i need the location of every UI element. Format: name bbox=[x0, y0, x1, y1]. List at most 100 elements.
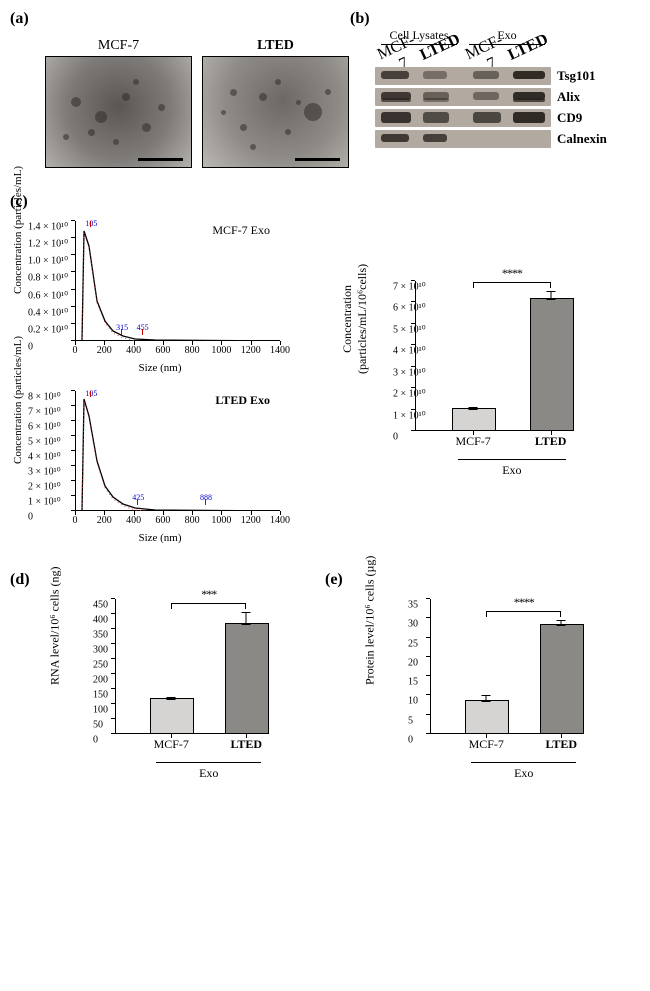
panel-c-row: Concentration (particles/mL)00.2 × 10¹⁰0… bbox=[10, 211, 640, 546]
row-a-b: (a) MCF-7 LTED bbox=[10, 10, 640, 168]
y-tick-label: 0 bbox=[28, 512, 33, 523]
vesicle-spot bbox=[221, 110, 226, 115]
x-axis-label: Size (nm) bbox=[20, 362, 300, 374]
band bbox=[381, 71, 409, 79]
x-tick-label: 600 bbox=[155, 515, 170, 526]
blot-name: CD9 bbox=[557, 110, 582, 126]
band bbox=[423, 98, 449, 102]
micrograph-1: LTED bbox=[202, 38, 349, 168]
y-tick-label: 4 × 10¹⁰ bbox=[28, 452, 61, 463]
band bbox=[473, 112, 501, 123]
linechart-1: Concentration (particles/mL)01 × 10¹⁰2 ×… bbox=[20, 381, 300, 546]
bar-lted bbox=[540, 624, 584, 734]
y-tick-label: 2 × 10¹⁰ bbox=[28, 482, 61, 493]
y-tick-label: 300 bbox=[93, 645, 108, 656]
x-tick-label: 1400 bbox=[270, 345, 290, 356]
band bbox=[423, 112, 449, 123]
figure: (a) MCF-7 LTED bbox=[10, 10, 640, 789]
vesicle-spot bbox=[88, 129, 95, 136]
vesicle-spot bbox=[133, 79, 139, 85]
blot-strip bbox=[375, 88, 551, 106]
y-tick-label: 150 bbox=[93, 690, 108, 701]
y-tick-label: 400 bbox=[93, 615, 108, 626]
y-tick-label: 15 bbox=[408, 677, 418, 688]
significance-stars: **** bbox=[514, 595, 534, 610]
y-tick-label: 25 bbox=[408, 638, 418, 649]
y-tick-label: 250 bbox=[93, 660, 108, 671]
y-tick-label: 0 bbox=[93, 735, 98, 746]
barchart-e: Protein level/10⁶ cells (µg)051015202530… bbox=[370, 589, 595, 789]
y-tick-label: 10 bbox=[408, 696, 418, 707]
group-label: Exo bbox=[156, 766, 261, 781]
vesicle-spot bbox=[259, 93, 267, 101]
band bbox=[513, 112, 545, 123]
linechart-0: Concentration (particles/mL)00.2 × 10¹⁰0… bbox=[20, 211, 300, 376]
vesicle-spot bbox=[325, 89, 331, 95]
band bbox=[473, 71, 499, 79]
x-tick-label: 1000 bbox=[211, 345, 231, 356]
micrograph-0-title: MCF-7 bbox=[45, 38, 192, 54]
y-tick-label: 7 × 10¹⁰ bbox=[28, 407, 61, 418]
bar-mcf-7 bbox=[452, 408, 496, 431]
panel-e: (e) Protein level/10⁶ cells (µg)05101520… bbox=[325, 571, 640, 789]
row-d-e: (d) RNA level/10⁶ cells (ng)050100150200… bbox=[10, 571, 640, 789]
x-axis-label: Size (nm) bbox=[20, 532, 300, 544]
x-tick-label: 400 bbox=[126, 515, 141, 526]
y-axis-label: Protein level/10⁶ cells (µg) bbox=[363, 556, 378, 685]
vesicle-spot bbox=[142, 123, 151, 132]
blot-lane-labels: MCF-7 LTED MCF-7 LTED bbox=[375, 47, 640, 67]
vesicle-spot bbox=[158, 104, 165, 111]
y-axis-label: Concentration(particles/mL/10⁶cells) bbox=[340, 264, 370, 374]
vesicle-spot bbox=[122, 93, 130, 101]
vesicle-spot bbox=[296, 100, 301, 105]
vesicle-spot bbox=[240, 124, 247, 131]
blot-strip bbox=[375, 109, 551, 127]
blot-name: Alix bbox=[557, 89, 580, 105]
micrograph-0-image bbox=[45, 56, 192, 168]
x-tick-label: 1400 bbox=[270, 515, 290, 526]
peak-annotation: 105 bbox=[85, 219, 97, 228]
vesicle-spot bbox=[113, 139, 119, 145]
y-tick-label: 20 bbox=[408, 657, 418, 668]
micrograph-1-image bbox=[202, 56, 349, 168]
x-tick-label: 1200 bbox=[241, 345, 261, 356]
category-label: MCF-7 bbox=[469, 737, 504, 752]
y-tick-label: 0 bbox=[393, 432, 398, 443]
vesicle-spot bbox=[285, 129, 291, 135]
blot-row-cd9: CD9 bbox=[375, 109, 640, 127]
peak-annotation: 888 bbox=[200, 493, 212, 502]
bar-mcf-7 bbox=[465, 700, 509, 734]
vesicle-spot bbox=[275, 79, 281, 85]
significance-stars: *** bbox=[201, 587, 216, 602]
y-tick-label: 0 bbox=[28, 342, 33, 353]
blot-strip bbox=[375, 67, 551, 85]
y-tick-label: 0.8 × 10¹⁰ bbox=[28, 273, 68, 284]
bar-lted bbox=[530, 298, 574, 431]
x-tick-label: 800 bbox=[185, 515, 200, 526]
vesicle-spot bbox=[63, 134, 69, 140]
blot-row-alix: Alix bbox=[375, 88, 640, 106]
y-tick-label: 3 × 10¹⁰ bbox=[28, 467, 61, 478]
y-tick-label: 0.2 × 10¹⁰ bbox=[28, 324, 68, 335]
x-tick-label: 1000 bbox=[211, 515, 231, 526]
y-tick-label: 5 bbox=[408, 715, 413, 726]
y-tick-label: 2 × 10¹⁰ bbox=[393, 389, 426, 400]
y-tick-label: 8 × 10¹⁰ bbox=[28, 392, 61, 403]
blot-area: Cell Lysates Exo MCF-7 LTED MCF-7 LTED T… bbox=[375, 28, 640, 151]
panel-a: (a) MCF-7 LTED bbox=[10, 10, 350, 168]
y-axis-label: Concentration (particles/mL) bbox=[12, 166, 24, 294]
significance-stars: **** bbox=[502, 266, 522, 281]
band bbox=[513, 98, 545, 102]
x-tick-label: 400 bbox=[126, 345, 141, 356]
x-tick-label: 600 bbox=[155, 345, 170, 356]
panel-c: (c) Concentration (particles/mL)00.2 × 1… bbox=[10, 193, 640, 546]
panel-a-label: (a) bbox=[10, 10, 350, 28]
blot-name: Calnexin bbox=[557, 131, 607, 147]
category-label: LTED bbox=[545, 737, 577, 752]
group-label: Exo bbox=[471, 766, 576, 781]
y-tick-label: 100 bbox=[93, 705, 108, 716]
band bbox=[381, 112, 411, 123]
y-tick-label: 5 × 10¹⁰ bbox=[393, 324, 426, 335]
vesicle-spot bbox=[304, 103, 322, 121]
panel-d: (d) RNA level/10⁶ cells (ng)050100150200… bbox=[10, 571, 325, 789]
